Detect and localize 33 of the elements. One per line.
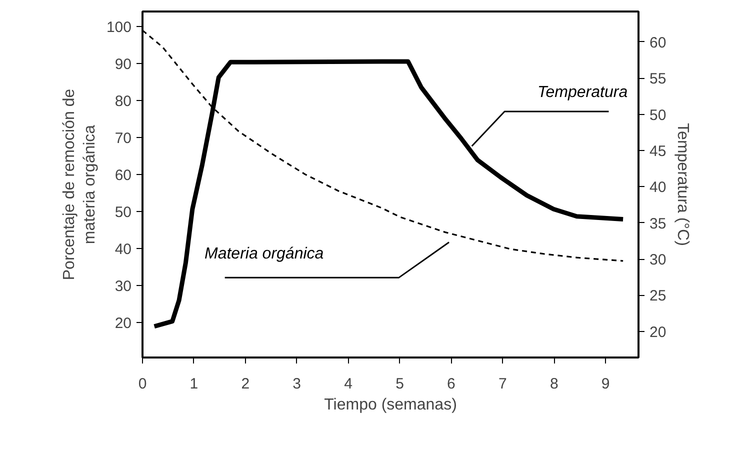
text: Materia orgánica xyxy=(204,245,324,262)
y2-tick-label: 30 xyxy=(650,252,666,269)
y-tick-label: 100 xyxy=(106,18,132,36)
x-tick-label: 0 xyxy=(138,376,147,392)
x-tick-label: 7 xyxy=(498,376,507,392)
y2-tick-label: 20 xyxy=(650,324,666,341)
x-tick-label: 9 xyxy=(601,376,610,392)
y2-tick-label: 55 xyxy=(650,70,666,88)
y2-tick-label: 35 xyxy=(650,215,666,232)
y2-tick-label: 40 xyxy=(650,179,666,196)
legend-label: Temperatura xyxy=(537,84,628,102)
y2-tick-label: 25 xyxy=(650,288,666,305)
x-axis-title: Tiempo (semanas) xyxy=(324,396,457,414)
y-tick-label: 20 xyxy=(114,314,132,332)
x-tick-label: 2 xyxy=(241,376,250,392)
y-axis-title: Porcentaje de remoción de materia orgánica xyxy=(61,88,98,280)
y-tick-label: 90 xyxy=(114,56,132,73)
x-tick-label: 4 xyxy=(344,376,352,392)
y-tick-label: 70 xyxy=(114,130,132,147)
x-tick-label: 6 xyxy=(447,376,456,392)
y2-tick-label: 45 xyxy=(650,142,666,160)
x-tick-label: 8 xyxy=(550,376,558,392)
x-tick-label: 5 xyxy=(396,376,404,392)
y2-tick-label: 50 xyxy=(650,106,666,124)
y2-tick-label: 60 xyxy=(650,34,666,52)
y-tick-label: 60 xyxy=(114,166,132,184)
x-tick-label: 3 xyxy=(292,376,302,392)
y-tick-label: 30 xyxy=(114,278,132,295)
y2-axis-title: Temperatura (°C) xyxy=(674,123,692,246)
x-tick-label: 1 xyxy=(190,376,198,392)
y-tick-label: 50 xyxy=(114,204,132,221)
y-tick-label: 40 xyxy=(114,240,132,258)
y-tick-label: 80 xyxy=(114,92,132,110)
